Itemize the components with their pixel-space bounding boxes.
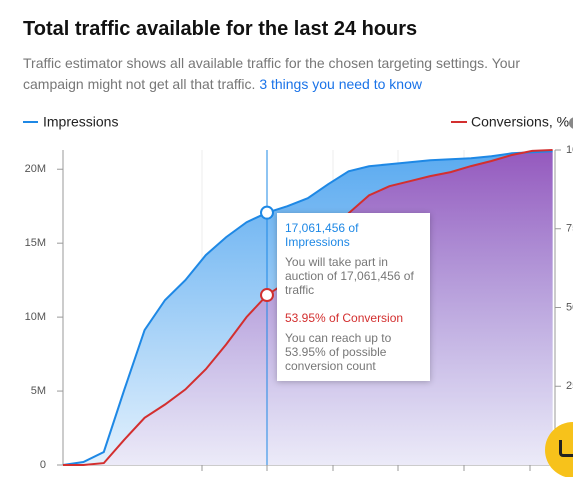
y-tick-label: 15M [25,237,46,249]
tooltip-conversions: 53.95% of Conversion [285,311,404,325]
y-tick-label: 10M [25,311,46,323]
tooltip-note: You can reach up to 53.95% of possible c… [285,331,392,373]
y2-tick-label: 50 [566,301,573,313]
help-link[interactable]: 3 things you need to know [259,76,422,92]
help-icon [569,117,573,129]
subtitle: Traffic estimator shows all available tr… [23,53,543,95]
line [62,150,553,466]
y-tick-label: 5M [31,385,46,397]
legend-label: Impressions [43,114,118,130]
legend-label: Conversions, % [471,114,569,130]
tooltip-impressions: 17,061,456 of Impressions [285,221,359,249]
y-tick-label: 0 [40,459,46,471]
tooltip: 17,061,456 of Impressions You will take … [277,213,430,381]
y-tick-label: 20M [25,163,46,175]
y2-tick-label: 100 [566,144,573,156]
y2-tick-label: 25 [566,380,573,392]
hover-dot [260,288,274,303]
subtitle-text: Traffic estimator shows all available tr… [23,55,520,92]
y2-tick-label: 75 [566,223,573,235]
chart-title: Total traffic available for the last 24 … [23,18,418,40]
tooltip-note: You will take part in auction of 17,061,… [285,255,414,297]
hover-dot [260,205,274,220]
